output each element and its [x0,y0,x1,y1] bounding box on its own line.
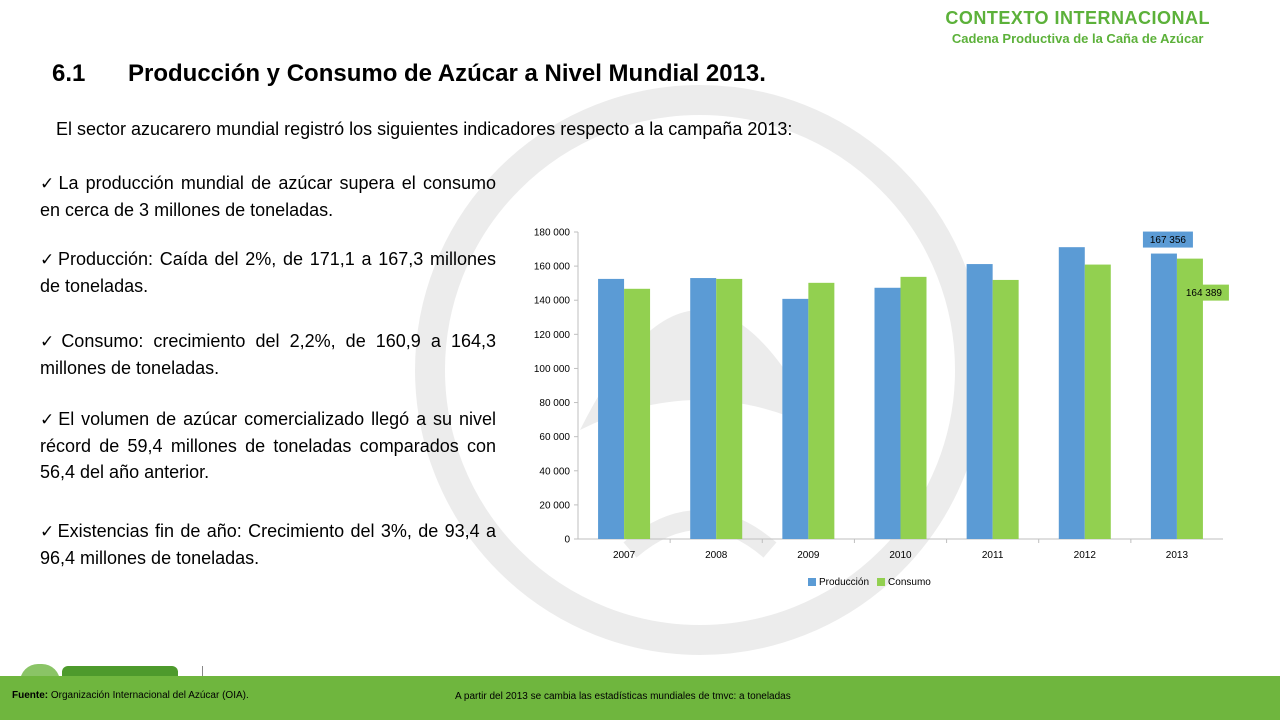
source-note: Fuente: Organización Internacional del A… [12,690,249,701]
bullet-text: Producción: Caída del 2%, de 171,1 a 167… [40,249,496,296]
y-tick-label: 20 000 [539,500,570,511]
legend-label: Producción [819,577,869,588]
bullet-item: ✓ Existencias fin de año: Crecimiento del… [40,518,496,571]
y-tick-label: 40 000 [539,466,570,477]
check-icon: ✓ [40,332,60,351]
bar-consumo-2008 [716,278,743,539]
x-tick-label: 2010 [889,550,912,561]
bar-producción-2011 [966,264,993,539]
bar-producción-2008 [690,278,717,539]
check-icon: ✓ [40,522,56,541]
y-tick-label: 100 000 [534,364,571,375]
y-tick-label: 180 000 [534,228,571,239]
page-title: 6.1 Producción y Consumo de Azúcar a Nive… [52,60,766,88]
y-tick-label: 80 000 [539,398,570,409]
bar-producción-2013 [1150,253,1177,539]
check-icon: ✓ [40,250,56,269]
bar-consumo-2011 [992,279,1019,539]
bullet-item: ✓ Consumo: crecimiento del 2,2%, de 160,9… [40,328,496,381]
x-tick-label: 2011 [982,550,1004,561]
section-title: CONTEXTO INTERNACIONAL [945,8,1210,28]
bullet-text: Consumo: crecimiento del 2,2%, de 160,9 … [40,331,496,378]
bar-producción-2012 [1058,247,1085,539]
bar-consumo-2007 [624,288,651,539]
bar-consumo-2013 [1176,258,1203,539]
bullet-item: ✓ El volumen de azúcar comercializado lle… [40,406,496,485]
x-tick-label: 2009 [797,550,820,561]
legend-label: Consumo [888,577,931,588]
x-tick-label: 2013 [1166,550,1189,561]
bar-consumo-2010 [900,276,927,539]
logo-divider [202,666,203,680]
y-tick-label: 120 000 [534,330,571,341]
bullet-text: Existencias fin de año: Crecimiento del … [40,521,497,568]
footer-note: A partir del 2013 se cambia las estadíst… [455,691,791,702]
check-icon: ✓ [40,174,57,193]
footer-bar: Fuente: Organización Internacional del A… [0,676,1280,720]
bar-producción-2009 [782,298,809,539]
data-label-box [1178,284,1229,301]
bar-consumo-2009 [808,282,835,539]
x-tick-label: 2012 [1074,550,1097,561]
legend-swatch [808,578,816,586]
source-label: Fuente: [12,690,49,701]
y-tick-label: 160 000 [534,262,571,273]
section-subtitle: Cadena Productiva de la Caña de Azúcar [951,31,1204,46]
title-number: 6.1 [52,60,86,87]
bullet-text: La producción mundial de azúcar supera e… [40,173,496,220]
bar-consumo-2012 [1084,264,1111,539]
source-text: Organización Internacional del Azúcar (O… [48,690,249,701]
bar-chart: 0 20 000 40 000 60 000 80 000 100 000 120 000 1… [534,228,1229,588]
title-text: Producción y Consumo de Azúcar a Nivel M… [128,60,766,87]
y-tick-label: 60 000 [539,432,570,443]
data-label-box [1142,231,1193,248]
y-tick-label: 140 000 [534,296,571,307]
check-icon: ✓ [40,410,57,429]
y-tick-label: 0 [564,535,570,546]
bar-producción-2007 [598,278,625,539]
intro-text: El sector azucarero mundial registró los… [56,119,793,139]
data-label: 167 356 [1150,235,1187,246]
section-header: CONTEXTO INTERNACIONAL Cadena Productiva… [945,8,1210,46]
bullet-item: ✓ Producción: Caída del 2%, de 171,1 a 16… [40,246,496,299]
bar-producción-2010 [874,287,901,539]
bullet-text: El volumen de azúcar comercializado lleg… [40,409,497,482]
x-tick-label: 2007 [613,550,636,561]
data-label: 164 389 [1186,288,1223,299]
legend-swatch [877,578,886,586]
x-tick-label: 2008 [705,550,728,561]
bullet-item: ✓ La producción mundial de azúcar supera … [40,170,496,223]
